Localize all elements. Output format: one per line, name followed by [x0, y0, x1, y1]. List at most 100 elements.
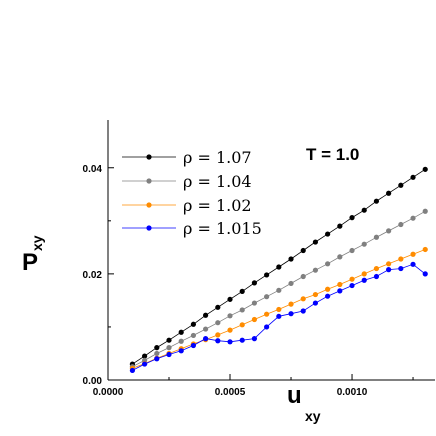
data-point — [312, 291, 319, 298]
data-point — [178, 348, 184, 354]
data-point — [251, 280, 258, 286]
data-point — [190, 321, 197, 327]
data-point — [154, 350, 160, 357]
data-point — [386, 261, 392, 267]
data-point — [251, 300, 258, 306]
legend-label: ρ = 1.07 — [183, 148, 252, 167]
x-tick-label: 0.0005 — [215, 387, 246, 398]
data-point — [142, 361, 148, 367]
data-point — [349, 282, 355, 289]
data-point — [264, 272, 270, 278]
data-point — [361, 241, 367, 247]
data-point — [410, 251, 416, 257]
data-point — [325, 293, 331, 299]
x-axis-title: u xy — [287, 382, 321, 424]
legend-label: ρ = 1.02 — [183, 196, 252, 215]
data-point — [239, 322, 245, 328]
data-point — [166, 351, 172, 358]
data-point — [386, 267, 392, 273]
series-layer — [129, 166, 428, 374]
series-4 — [129, 261, 428, 374]
data-point — [190, 332, 197, 339]
data-point — [325, 231, 331, 237]
data-point — [337, 281, 343, 288]
data-point — [300, 273, 306, 280]
data-point — [361, 271, 367, 277]
y-tick-label: 0.04 — [83, 164, 103, 175]
legend-item: ρ = 1.04 — [122, 172, 252, 191]
data-point — [154, 345, 160, 351]
data-point — [215, 304, 221, 310]
y-axis-title-main: P — [22, 249, 38, 276]
data-point — [264, 324, 270, 330]
data-point — [337, 288, 343, 294]
data-point — [422, 208, 428, 214]
legend-item: ρ = 1.07 — [122, 148, 252, 167]
legend-marker — [146, 154, 152, 160]
data-point — [215, 320, 221, 326]
data-point — [227, 339, 233, 345]
data-point — [203, 326, 209, 332]
data-point — [178, 338, 184, 344]
data-point — [276, 287, 282, 293]
data-point — [264, 311, 270, 317]
data-point — [288, 280, 294, 287]
temperature-annotation: T = 1.0 — [306, 145, 359, 164]
x-tick-label: 0.0000 — [93, 387, 124, 398]
data-point — [276, 264, 282, 270]
legend-label: ρ = 1.04 — [183, 172, 252, 191]
series-2 — [129, 208, 428, 370]
data-point — [398, 265, 404, 272]
data-point — [300, 308, 306, 314]
data-point — [361, 207, 367, 213]
data-point — [349, 247, 355, 254]
data-point — [422, 246, 428, 253]
data-point — [239, 288, 245, 294]
data-point — [386, 190, 392, 196]
data-point — [373, 234, 380, 240]
data-point — [142, 353, 148, 359]
x-axis-title-main: u — [287, 382, 302, 409]
data-point — [422, 271, 428, 277]
series-1 — [129, 166, 428, 367]
x-tick-label: 0.0010 — [337, 387, 368, 398]
legend: ρ = 1.07 ρ = 1.04 ρ = 1.02 ρ = 1.015 — [122, 148, 262, 238]
data-point — [410, 215, 416, 221]
data-point — [178, 329, 184, 335]
data-point — [251, 316, 258, 323]
data-point — [373, 273, 380, 280]
data-point — [154, 356, 160, 362]
data-point — [325, 286, 331, 292]
legend-item: ρ = 1.015 — [122, 219, 262, 238]
legend-item: ρ = 1.02 — [122, 196, 252, 215]
axes: 0.0000 0.0005 0.0010 0.00 0.02 0.04 — [83, 120, 435, 398]
data-point — [349, 276, 355, 282]
data-point — [337, 223, 343, 229]
data-point — [239, 337, 245, 343]
data-point — [398, 182, 404, 188]
data-point — [166, 345, 172, 351]
data-point — [398, 256, 404, 262]
data-point — [312, 300, 319, 306]
data-point — [215, 332, 221, 338]
data-point — [300, 247, 306, 254]
data-point — [276, 306, 282, 313]
data-point — [251, 336, 258, 342]
data-point — [398, 221, 404, 228]
data-point — [166, 337, 172, 343]
data-point — [288, 256, 294, 262]
data-point — [349, 215, 355, 221]
data-point — [227, 296, 233, 302]
data-point — [203, 336, 209, 342]
y-tick-label: 0.00 — [83, 376, 103, 387]
data-point — [373, 198, 380, 204]
data-point — [129, 367, 136, 374]
y-axis-title: P xy — [22, 235, 45, 276]
data-point — [288, 301, 294, 307]
data-point — [373, 265, 380, 272]
y-tick-label: 0.02 — [83, 270, 103, 281]
data-point — [422, 166, 428, 172]
data-point — [410, 261, 416, 267]
